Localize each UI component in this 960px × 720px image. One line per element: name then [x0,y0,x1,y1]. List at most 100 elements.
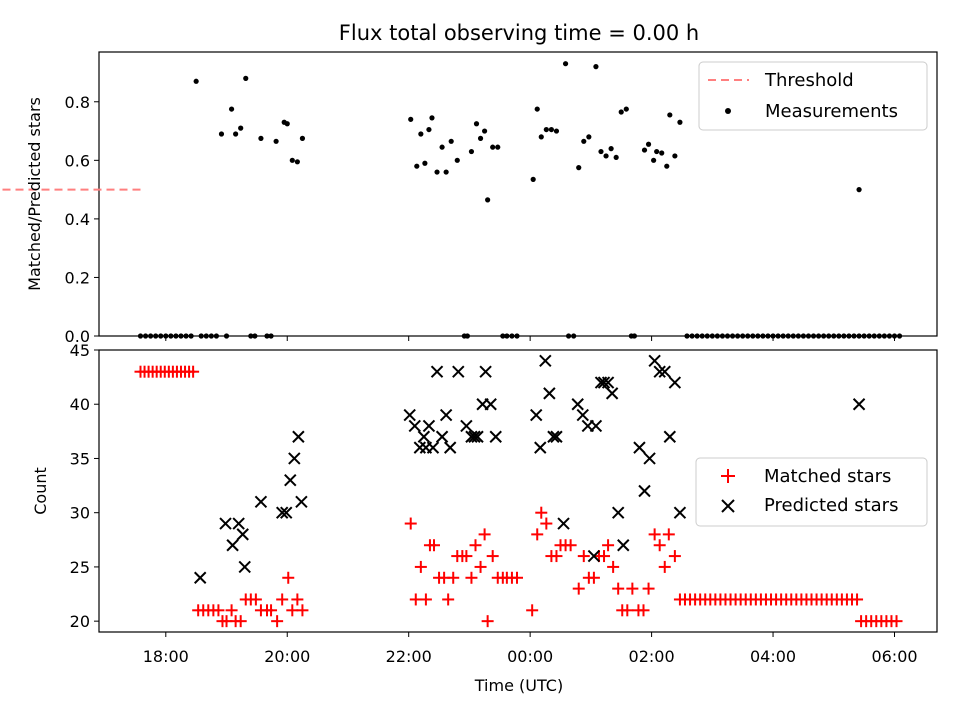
predicted-star-marker [468,430,481,443]
measurement-point [735,333,741,339]
predicted-star-marker [489,430,502,443]
predicted-star-marker [284,473,297,487]
measurement-point [750,333,756,339]
measurement-point [836,333,842,339]
predicted-star-marker [232,517,245,530]
measurement-point [689,333,695,339]
predicted-star-marker [439,408,453,422]
measurement-point [631,333,637,339]
measurement-point [273,138,279,144]
matched-star-marker [234,615,247,628]
predicted-star-marker [226,539,239,552]
matched-star-marker [587,571,600,584]
measurement-point [434,169,440,175]
bottom-x-tick-label: 06:00 [871,647,917,666]
matched-star-marker [621,604,634,617]
measurement-point [667,112,673,118]
measurement-points [137,61,903,339]
matched-star-marker [540,517,553,530]
measurement-point [203,333,209,339]
measurement-point [238,125,244,131]
measurement-point [408,116,414,122]
measurement-point [504,333,510,339]
measurement-point [284,121,290,127]
bottom-y-tick-label: 45 [70,341,90,360]
predicted-star-marker [219,517,232,530]
matched-star-marker [286,604,299,617]
measurement-point [613,154,619,161]
predicted-star-marker [658,365,671,378]
top-y-axis-label: Matched/Predicted stars [25,97,44,291]
measurement-point [268,333,274,339]
bottom-y-axis-label: Count [31,467,50,515]
measurement-point [294,159,300,165]
measurement-point [851,333,857,339]
measurement-point [148,333,154,339]
predicted-star-marker [668,376,682,389]
measurement-point [454,157,460,163]
matched-star-marker [465,571,478,584]
matched-star-marker [626,582,639,595]
predicted-star-marker [576,408,589,422]
measurement-point [704,333,710,339]
measurement-point [252,333,258,339]
measurement-point [826,333,832,339]
measurement-point [740,333,746,339]
matched-star-marker [648,528,661,541]
top-legend-box [698,61,928,131]
measurement-point [530,176,536,182]
measurement-point [603,153,609,159]
predicted-star-marker [452,365,465,378]
predicted-star-marker [292,430,305,443]
measurement-point [500,333,506,339]
matched-star-marker [442,593,455,606]
matched-star-marker [265,604,278,617]
bottom-x-tick-label: 22:00 [386,647,432,666]
predicted-star-marker [543,387,556,400]
predicted-star-marker [280,506,293,519]
bottom-x-tick-label: 02:00 [629,647,675,666]
matched-star-marker [481,615,494,628]
predicted-star-marker [648,354,661,368]
measurement-point [193,78,199,84]
matched-stars-legend-swatch [721,469,735,483]
matched-star-marker [662,528,675,541]
top-legend: Threshold Measurements [698,61,928,131]
measurement-point [598,148,604,155]
measurement-point [248,333,254,339]
measurement-point [429,115,435,121]
predicted-star-marker [673,506,687,519]
measurement-point [651,157,657,163]
bottom-y-tick-label: 20 [70,612,90,631]
measurement-point [576,165,582,171]
measurement-point [846,333,852,339]
measurement-point [805,333,812,339]
predicted-star-marker [571,398,584,411]
measurement-point [861,333,867,339]
measurement-point [645,141,652,147]
top-y-tick-label: 0.2 [65,268,90,287]
matched-star-marker [427,539,440,552]
measurement-point [780,333,786,339]
predicted-star-marker [534,441,547,454]
measurement-point [719,333,726,339]
predicted-star-marker [426,441,440,454]
predicted-star-marker [633,441,646,454]
measurement-point [468,148,475,155]
bottom-y-tick-label: 40 [70,395,90,414]
measurement-point [659,150,665,156]
measurement-point [586,134,592,140]
measurement-point [188,333,194,339]
chart-title: Flux total observing time = 0.00 h [339,21,699,45]
measurement-point [482,128,488,134]
measurement-point [534,106,540,112]
predicted-star-marker [589,419,603,433]
matched-star-marker [419,593,432,606]
measurement-point [223,333,230,339]
predicted-star-marker [479,365,492,378]
predicted-star-marker [617,539,630,552]
bottom-y-tick-label: 30 [70,504,90,523]
bottom-y-tick-label: 25 [70,558,90,577]
measurement-point [443,169,449,175]
measurement-point [677,119,683,125]
